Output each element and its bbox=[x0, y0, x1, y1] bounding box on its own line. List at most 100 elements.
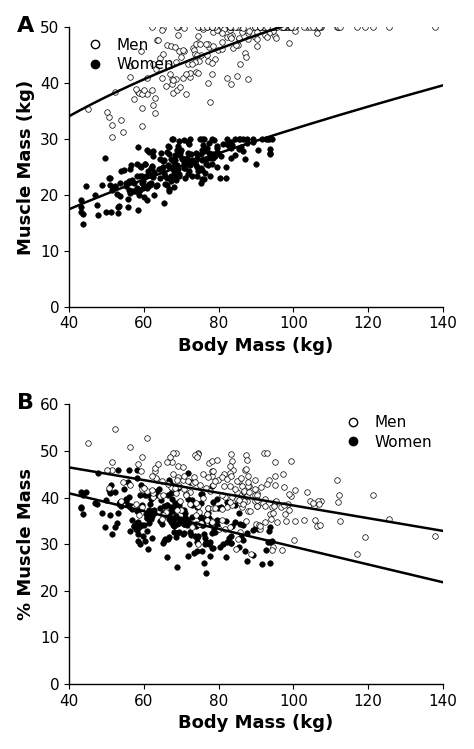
Point bbox=[220, 21, 228, 33]
Point bbox=[93, 199, 101, 211]
Point bbox=[153, 180, 160, 192]
Point bbox=[130, 177, 137, 189]
Point bbox=[158, 513, 165, 525]
Point bbox=[184, 550, 191, 562]
Point bbox=[164, 172, 171, 184]
Point bbox=[202, 482, 210, 494]
Point bbox=[135, 536, 142, 548]
Point bbox=[237, 21, 244, 33]
Point bbox=[197, 49, 205, 61]
Point bbox=[291, 515, 298, 527]
Point bbox=[186, 527, 194, 539]
Point bbox=[213, 514, 221, 526]
Point bbox=[285, 37, 293, 49]
Point bbox=[134, 517, 141, 529]
Point bbox=[247, 22, 255, 34]
Point bbox=[159, 509, 167, 521]
Point bbox=[117, 165, 125, 177]
Point bbox=[198, 497, 205, 509]
Point bbox=[200, 173, 208, 185]
Point bbox=[246, 505, 254, 517]
Point bbox=[280, 468, 287, 480]
Point bbox=[240, 486, 248, 498]
Point bbox=[244, 480, 252, 492]
Point bbox=[138, 88, 146, 100]
Point bbox=[280, 21, 287, 33]
Point bbox=[116, 189, 124, 201]
Point bbox=[173, 149, 181, 161]
Point bbox=[179, 473, 187, 485]
Point bbox=[194, 446, 202, 458]
Point bbox=[209, 158, 216, 170]
Point bbox=[176, 148, 183, 160]
Point bbox=[233, 70, 240, 82]
Point bbox=[311, 21, 319, 33]
Point bbox=[243, 21, 251, 33]
Point bbox=[198, 545, 206, 557]
Point bbox=[82, 180, 90, 192]
Point bbox=[105, 172, 113, 184]
Point bbox=[249, 136, 257, 148]
Point bbox=[140, 85, 148, 97]
Point bbox=[155, 483, 163, 495]
Point bbox=[226, 532, 233, 544]
Point bbox=[146, 498, 154, 510]
Point bbox=[211, 475, 219, 487]
Point bbox=[235, 494, 243, 506]
Point bbox=[168, 456, 176, 468]
Point bbox=[385, 21, 392, 33]
Point bbox=[184, 58, 191, 70]
Point bbox=[181, 157, 188, 169]
Point bbox=[223, 536, 230, 548]
Point bbox=[173, 503, 181, 515]
Point bbox=[199, 21, 207, 33]
Point bbox=[263, 133, 270, 145]
Point bbox=[141, 158, 148, 170]
Point bbox=[180, 44, 187, 56]
Point bbox=[127, 500, 135, 512]
Point bbox=[192, 518, 200, 530]
Point bbox=[182, 519, 190, 531]
Point bbox=[190, 43, 198, 55]
Point bbox=[252, 158, 260, 170]
Point bbox=[235, 476, 243, 488]
Point bbox=[173, 85, 181, 97]
Point bbox=[223, 133, 230, 145]
Point bbox=[228, 520, 236, 532]
Point bbox=[143, 512, 151, 524]
Point bbox=[280, 481, 288, 493]
Point bbox=[209, 542, 216, 554]
Point bbox=[258, 133, 266, 145]
Point bbox=[195, 21, 202, 33]
Point bbox=[171, 497, 179, 509]
Point bbox=[214, 44, 222, 56]
Point bbox=[314, 21, 322, 33]
Point bbox=[133, 182, 141, 194]
Point bbox=[252, 521, 260, 533]
Point bbox=[252, 518, 260, 530]
Point bbox=[166, 452, 174, 464]
Legend: Men, Women: Men, Women bbox=[77, 34, 177, 76]
Point bbox=[106, 172, 113, 184]
Point bbox=[201, 557, 208, 568]
Point bbox=[193, 49, 201, 61]
Point bbox=[154, 34, 162, 46]
Point bbox=[259, 497, 266, 509]
Point bbox=[208, 480, 216, 492]
Point bbox=[252, 21, 260, 33]
Point bbox=[102, 206, 109, 218]
Point bbox=[99, 179, 106, 191]
Point bbox=[165, 509, 173, 521]
Point bbox=[170, 163, 177, 175]
Point bbox=[202, 153, 210, 165]
Point bbox=[126, 163, 134, 175]
Point bbox=[240, 21, 247, 33]
Point bbox=[171, 149, 179, 161]
Point bbox=[130, 185, 137, 197]
Point bbox=[116, 496, 124, 508]
Point bbox=[253, 40, 261, 52]
Point bbox=[120, 164, 128, 176]
Point bbox=[174, 482, 182, 494]
Point bbox=[203, 21, 211, 33]
Point bbox=[206, 538, 213, 550]
